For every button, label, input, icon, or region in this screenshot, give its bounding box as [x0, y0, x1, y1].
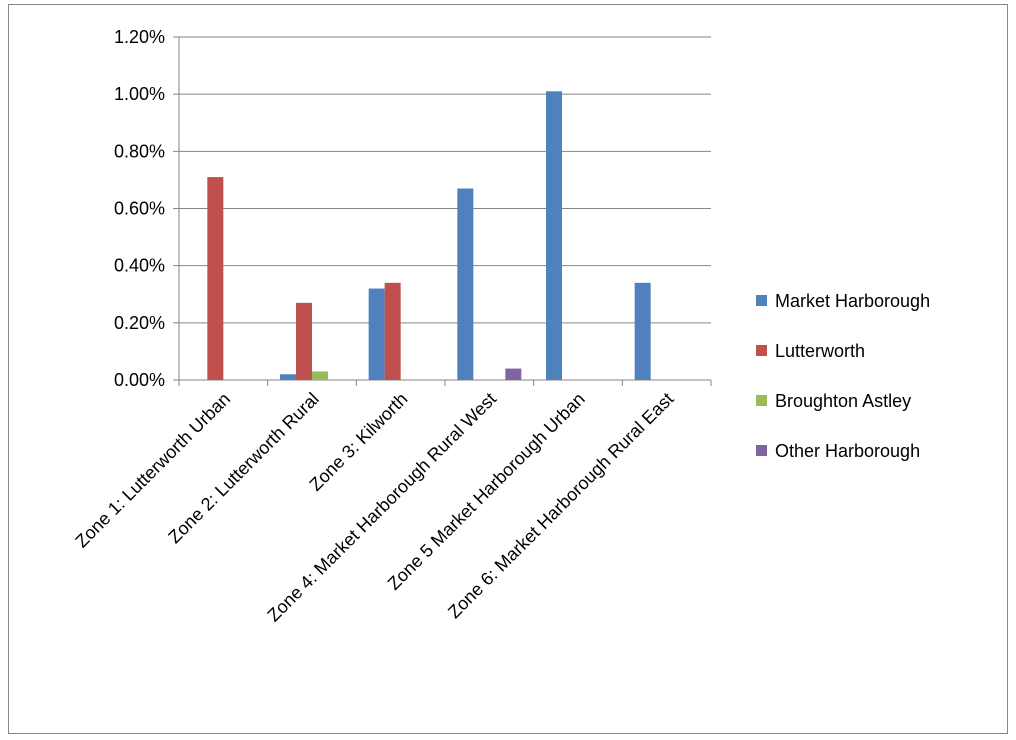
y-tick-label: 0.80% — [114, 141, 165, 161]
bar-other-harborough — [505, 368, 522, 380]
y-tick-label: 0.40% — [114, 256, 165, 276]
legend-label: Lutterworth — [775, 341, 865, 361]
bar-market-harborough — [368, 288, 385, 380]
y-tick-label: 1.20% — [114, 27, 165, 47]
axes — [173, 36, 712, 386]
legend-label: Other Harborough — [775, 441, 920, 461]
legend-label: Broughton Astley — [775, 391, 911, 411]
y-tick-label: 0.00% — [114, 370, 165, 390]
legend-swatch — [756, 295, 767, 306]
y-tick-label: 0.20% — [114, 313, 165, 333]
bars — [207, 91, 651, 380]
legend-swatch — [756, 345, 767, 356]
bar-broughton-astley — [312, 371, 328, 380]
bar-market-harborough — [634, 282, 651, 380]
legend-swatch — [756, 395, 767, 406]
x-tick-label: Zone 1: Lutterworth Urban — [71, 389, 234, 552]
legend: Market Harborough Lutterworth Broughton As… — [756, 291, 930, 461]
bar-lutterworth — [384, 282, 401, 380]
legend-swatch — [756, 445, 767, 456]
bar-chart: 0.00% 0.20% 0.40% 0.60% 0.80% 1.00% 1.20% Zone… — [71, 27, 930, 626]
gridlines — [179, 36, 711, 324]
bar-market-harborough — [457, 188, 474, 380]
bar-lutterworth — [207, 177, 224, 380]
bar-lutterworth — [296, 302, 312, 380]
y-tick-labels: 0.00% 0.20% 0.40% 0.60% 0.80% 1.00% 1.20% — [114, 27, 165, 390]
bar-market-harborough — [546, 91, 562, 380]
x-tick-label: Zone 5 Market Harborough Urban — [384, 389, 589, 594]
bar-market-harborough — [280, 374, 296, 380]
chart-frame: 0.00% 0.20% 0.40% 0.60% 0.80% 1.00% 1.20% Zone… — [8, 4, 1008, 734]
y-tick-label: 0.60% — [114, 199, 165, 219]
legend-label: Market Harborough — [775, 291, 930, 311]
x-tick-label: Zone 2: Lutterworth Rural — [164, 389, 322, 547]
y-tick-label: 1.00% — [114, 84, 165, 104]
